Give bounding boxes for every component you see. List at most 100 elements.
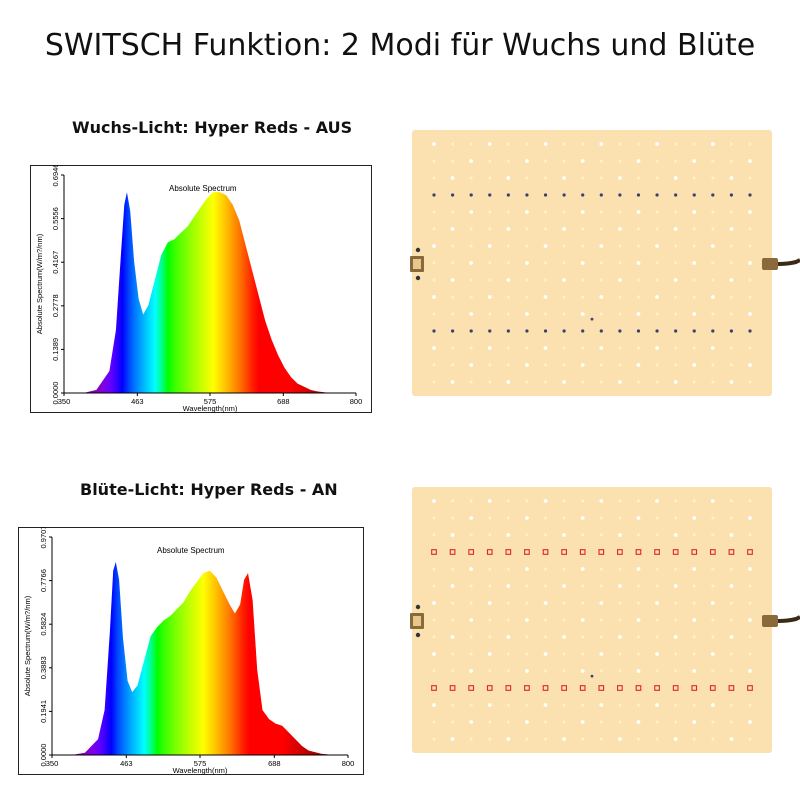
led-warm xyxy=(636,142,640,146)
led-warm xyxy=(432,618,436,622)
led-warm xyxy=(655,584,659,588)
led-warm xyxy=(562,261,566,265)
led-marker xyxy=(590,674,594,678)
led-warm xyxy=(562,652,566,656)
led-white xyxy=(506,278,511,282)
led-warm xyxy=(729,142,733,146)
led-warm xyxy=(618,703,622,707)
x-tick-label: 350 xyxy=(58,397,71,406)
led-warm xyxy=(525,346,529,350)
led-red xyxy=(654,685,660,691)
x-tick-label: 800 xyxy=(350,397,363,406)
led-warm xyxy=(432,584,436,588)
led-warm xyxy=(562,363,566,367)
led-warm xyxy=(636,533,640,537)
led-warm xyxy=(636,737,640,741)
led-white xyxy=(710,295,715,299)
led-white xyxy=(692,720,697,724)
led-warm xyxy=(581,142,585,146)
led-warm xyxy=(525,295,529,299)
led-white xyxy=(710,142,715,146)
led-warm xyxy=(562,295,566,299)
led-white xyxy=(580,567,585,571)
led-white xyxy=(543,295,548,299)
led-white xyxy=(599,346,604,350)
led-white xyxy=(525,669,529,673)
led-white xyxy=(580,720,585,724)
led-warm xyxy=(599,567,603,571)
led-warm xyxy=(432,380,436,384)
led-white xyxy=(525,618,529,622)
led-white xyxy=(469,669,474,673)
led-white xyxy=(673,635,678,639)
led-white xyxy=(543,703,548,707)
led-red xyxy=(579,685,586,691)
led-warm xyxy=(599,669,603,673)
led-white xyxy=(543,499,548,503)
led-warm xyxy=(469,584,473,588)
led-white xyxy=(599,142,604,146)
led-warm xyxy=(674,499,678,503)
led-white xyxy=(599,244,604,248)
led-warm xyxy=(451,652,455,656)
led-blue xyxy=(729,329,734,333)
led-blue xyxy=(711,193,715,197)
led-warm xyxy=(729,295,733,299)
led-warm xyxy=(432,278,436,282)
chart-title: Absolute Spectrum xyxy=(157,546,225,555)
spectrum-area xyxy=(83,192,344,393)
led-warm xyxy=(636,295,640,299)
led-red xyxy=(524,685,530,691)
led-red xyxy=(728,685,735,691)
led-warm xyxy=(544,584,548,588)
led-warm xyxy=(506,703,510,707)
led-blue xyxy=(450,193,455,197)
led-warm xyxy=(655,737,659,741)
led-blue xyxy=(488,193,492,197)
led-warm xyxy=(432,261,436,265)
led-white xyxy=(748,567,752,571)
led-warm xyxy=(711,312,715,316)
led-blue xyxy=(692,193,696,197)
led-warm xyxy=(506,295,510,299)
led-white xyxy=(450,635,455,639)
led-warm xyxy=(432,567,436,571)
led-warm xyxy=(729,516,733,520)
led-warm xyxy=(711,635,715,639)
led-white xyxy=(580,618,585,622)
led-warm xyxy=(525,499,529,503)
led-warm xyxy=(469,635,473,639)
led-warm xyxy=(692,584,696,588)
y-axis-label: Absolute Spectrum(W/m?/nm) xyxy=(23,595,32,696)
led-warm xyxy=(674,567,678,571)
led-warm xyxy=(674,652,678,656)
led-white xyxy=(673,227,678,231)
page-title: SWITSCH Funktion: 2 Modi für Wuchs und B… xyxy=(44,28,756,63)
led-warm xyxy=(729,312,733,316)
led-blue xyxy=(506,193,510,197)
led-warm xyxy=(674,295,678,299)
led-white xyxy=(599,295,604,299)
led-warm xyxy=(655,363,659,367)
led-white xyxy=(543,142,548,146)
led-warm xyxy=(729,618,733,622)
led-white xyxy=(506,533,511,537)
led-white xyxy=(525,312,529,316)
led-warm xyxy=(729,567,733,571)
led-red xyxy=(449,685,456,691)
led-warm xyxy=(729,210,733,214)
led-warm xyxy=(544,278,548,282)
led-blue xyxy=(618,193,622,197)
led-warm xyxy=(544,261,548,265)
led-warm xyxy=(692,533,696,537)
led-white xyxy=(562,278,567,282)
led-warm xyxy=(506,516,510,520)
led-white xyxy=(469,618,474,622)
led-warm xyxy=(748,244,752,248)
led-white xyxy=(543,652,548,656)
led-warm xyxy=(674,703,678,707)
led-warm xyxy=(525,635,529,639)
led-warm xyxy=(692,737,696,741)
y-tick-label: 0.1389 xyxy=(51,338,60,361)
led-warm xyxy=(748,346,752,350)
